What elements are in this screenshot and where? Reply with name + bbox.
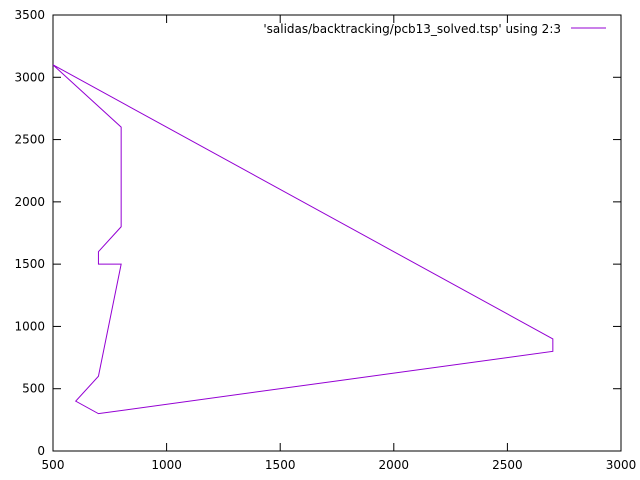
series-layer xyxy=(52,64,554,415)
y-tick-label: 1500 xyxy=(14,257,45,271)
x-tick-labels: 500 1000 1500 2000 2500 3000 xyxy=(42,458,637,472)
y-tick-label: 0 xyxy=(37,444,45,458)
y-tick-label: 3500 xyxy=(14,8,45,22)
y-tick-labels: 0 500 1000 1500 2000 2500 3000 3500 xyxy=(14,8,45,458)
x-tick-label: 1500 xyxy=(265,458,296,472)
x-tick-label: 1000 xyxy=(151,458,182,472)
y-tick-label: 1000 xyxy=(14,319,45,333)
legend: 'salidas/backtracking/pcb13_solved.tsp' … xyxy=(263,22,606,36)
x-tick-label: 500 xyxy=(42,458,65,472)
x-tick-label: 3000 xyxy=(606,458,637,472)
legend-label: 'salidas/backtracking/pcb13_solved.tsp' … xyxy=(263,22,561,36)
y-tick-label: 2500 xyxy=(14,133,45,147)
x-tick-label: 2500 xyxy=(492,458,523,472)
plot-frame xyxy=(52,14,622,452)
x-tick-label: 2000 xyxy=(379,458,410,472)
axis-ticks xyxy=(53,15,621,451)
series-line-0 xyxy=(52,64,554,415)
y-tick-label: 2000 xyxy=(14,195,45,209)
y-tick-label: 3000 xyxy=(14,70,45,84)
y-tick-label: 500 xyxy=(22,382,45,396)
